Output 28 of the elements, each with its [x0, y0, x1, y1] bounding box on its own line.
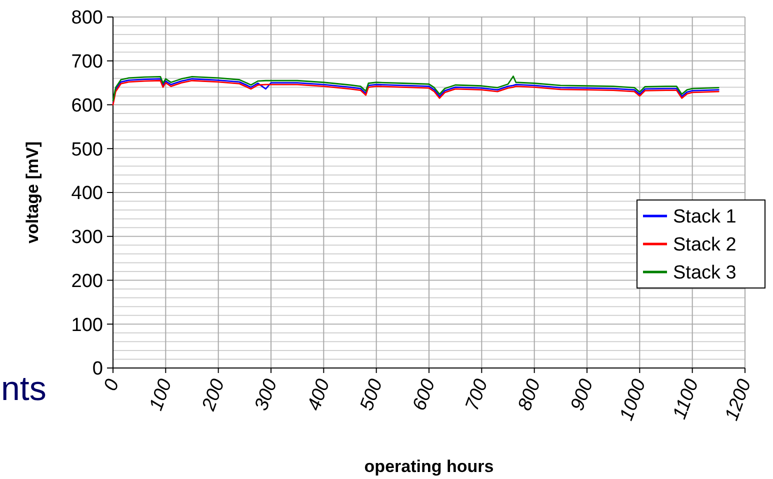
x-tick-label: 0	[100, 376, 124, 394]
x-tick-label: 200	[198, 376, 230, 414]
y-tick-label: 300	[71, 227, 103, 248]
x-tick-label: 500	[356, 376, 388, 414]
legend-label: Stack 2	[673, 234, 736, 256]
y-axis-title: voltage [mV]	[23, 141, 42, 244]
x-tick-label: 100	[146, 376, 177, 414]
x-tick-label: 600	[409, 376, 440, 414]
y-tick-label: 400	[71, 183, 103, 204]
x-tick-label: 400	[304, 376, 335, 414]
legend-label: Stack 1	[673, 206, 736, 228]
x-axis-title: operating hours	[364, 457, 494, 476]
x-tick-label: 700	[462, 376, 493, 414]
y-tick-label: 600	[71, 95, 103, 116]
y-tick-label: 700	[71, 52, 103, 73]
y-tick-label: 100	[71, 314, 103, 336]
y-tick-label: 500	[71, 139, 103, 160]
y-tick-label: 200	[71, 270, 103, 292]
text: nts	[1, 370, 46, 408]
x-tick-label: 300	[251, 376, 282, 414]
legend-label: Stack 3	[673, 262, 736, 284]
y-tick-label: 0	[92, 358, 103, 380]
x-tick-label: 1200	[722, 376, 756, 424]
x-tick-label: 1000	[616, 376, 651, 424]
x-tick-label: 900	[567, 376, 598, 414]
x-tick-label: 800	[514, 376, 546, 414]
y-tick-label: 800	[71, 8, 103, 29]
x-tick-label: 1100	[669, 376, 704, 422]
